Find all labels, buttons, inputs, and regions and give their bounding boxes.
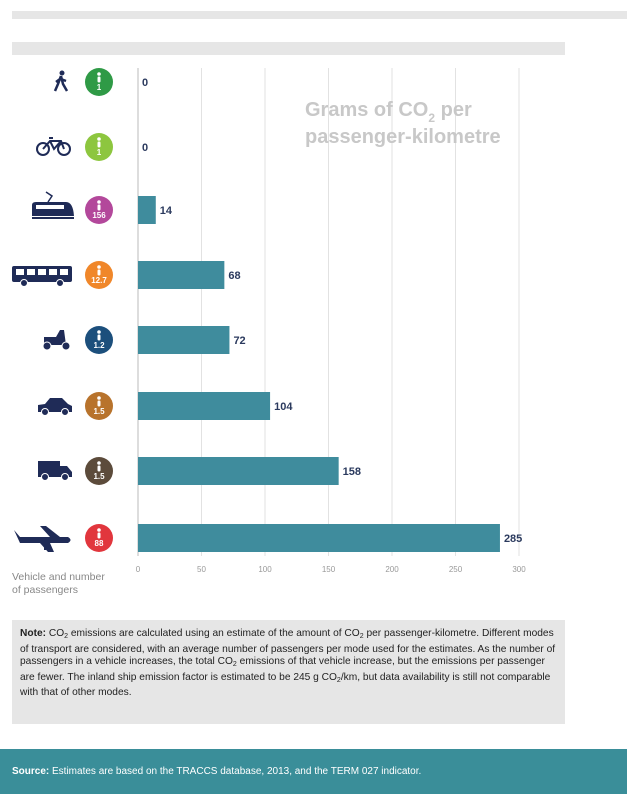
note: Note: CO2 emissions are calculated using… xyxy=(12,620,565,724)
chart-title: Grams of CO2 per xyxy=(305,99,472,125)
title-part: Grams of CO xyxy=(305,99,428,121)
bar xyxy=(138,392,271,420)
note-sub: 2 xyxy=(232,661,237,668)
passenger-count: 1 xyxy=(97,83,102,92)
passenger-count: 1.5 xyxy=(93,472,105,481)
bar xyxy=(138,524,500,552)
icon xyxy=(36,142,50,156)
value-label: 104 xyxy=(274,401,293,413)
source-text: Estimates are based on the TRACCS databa… xyxy=(49,766,422,777)
value-label: 0 xyxy=(142,77,148,89)
icon xyxy=(44,330,66,345)
icon xyxy=(42,341,52,351)
header-band xyxy=(12,42,565,55)
icon xyxy=(59,70,65,76)
passenger-count: 1.2 xyxy=(93,341,105,350)
icon xyxy=(27,269,35,275)
note-sub: 2 xyxy=(359,633,364,640)
x-tick-label: 100 xyxy=(258,565,272,574)
note-text: /km, but data availability is still not … xyxy=(20,671,551,699)
note-sub: 2 xyxy=(64,633,69,640)
person-body xyxy=(97,400,101,407)
icon xyxy=(61,473,69,481)
passenger-count: 12.7 xyxy=(91,276,107,285)
note-text: CO xyxy=(48,628,65,639)
person-body xyxy=(97,465,101,472)
note-text: per passenger-kilometre. Different modes… xyxy=(20,628,556,667)
person-head xyxy=(97,265,101,269)
chart-title: passenger-kilometre xyxy=(305,126,501,148)
icon xyxy=(41,473,49,481)
passenger-count: 156 xyxy=(92,211,106,220)
value-label: 14 xyxy=(160,205,173,217)
value-label: 0 xyxy=(142,142,148,154)
title-part: per xyxy=(435,99,472,121)
person-head xyxy=(97,330,101,334)
value-label: 285 xyxy=(504,533,522,545)
icons xyxy=(12,70,74,552)
icon xyxy=(44,547,46,550)
note-text: emissions are calculated using an estima… xyxy=(68,628,360,639)
icon xyxy=(57,142,71,156)
icon xyxy=(41,408,49,416)
person-body xyxy=(97,334,101,341)
source: Source: Estimates are based on the TRACC… xyxy=(0,749,627,794)
x-tick-label: 250 xyxy=(449,565,463,574)
axis-label: of passengers xyxy=(12,584,78,596)
note-sub: 2 xyxy=(336,676,341,684)
icon xyxy=(42,137,65,151)
source-label: Source: xyxy=(12,766,50,777)
icon xyxy=(49,269,57,275)
x-tick-label: 50 xyxy=(197,565,206,574)
person-head xyxy=(97,200,101,204)
person-head xyxy=(97,396,101,400)
person-body xyxy=(97,204,101,211)
icon xyxy=(61,408,69,416)
bar xyxy=(138,457,339,485)
person-head xyxy=(97,137,101,141)
x-tick-label: 0 xyxy=(136,565,141,574)
passenger-count: 1 xyxy=(97,148,102,157)
x-tick-label: 200 xyxy=(385,565,399,574)
chart: Grams of CO2 per passenger-kilometre Veh… xyxy=(12,11,627,596)
icon xyxy=(45,191,54,203)
icon xyxy=(20,279,28,287)
x-tick-label: 150 xyxy=(322,565,336,574)
x-tick-label: 300 xyxy=(512,565,526,574)
icon xyxy=(16,269,24,275)
bar xyxy=(138,326,230,354)
top-band xyxy=(12,11,627,19)
person-body xyxy=(97,76,101,83)
icon xyxy=(61,341,71,351)
value-label: 158 xyxy=(343,466,361,478)
icon xyxy=(32,217,74,219)
bar xyxy=(138,196,156,224)
icon xyxy=(36,205,64,209)
passenger-count: 1.5 xyxy=(93,407,105,416)
value-label: 72 xyxy=(233,335,245,347)
person-body xyxy=(97,269,101,276)
person-head xyxy=(97,528,101,532)
person-head xyxy=(97,461,101,465)
icon xyxy=(60,269,68,275)
icon xyxy=(56,279,64,287)
note-label: Note: xyxy=(20,628,47,639)
title-sub: 2 xyxy=(428,111,435,125)
bar xyxy=(138,261,225,289)
value-label: 68 xyxy=(228,270,240,282)
icon xyxy=(14,526,71,552)
person-body xyxy=(97,532,101,539)
grid xyxy=(137,68,520,556)
passenger-count: 88 xyxy=(95,539,104,548)
person-head xyxy=(97,72,101,76)
icon xyxy=(38,269,46,275)
note-text: emissions of that vehicle increase, but … xyxy=(20,656,545,683)
icon xyxy=(38,461,72,477)
icon xyxy=(53,75,69,92)
person-body xyxy=(97,141,101,148)
axis-label: Vehicle and number xyxy=(12,571,105,583)
